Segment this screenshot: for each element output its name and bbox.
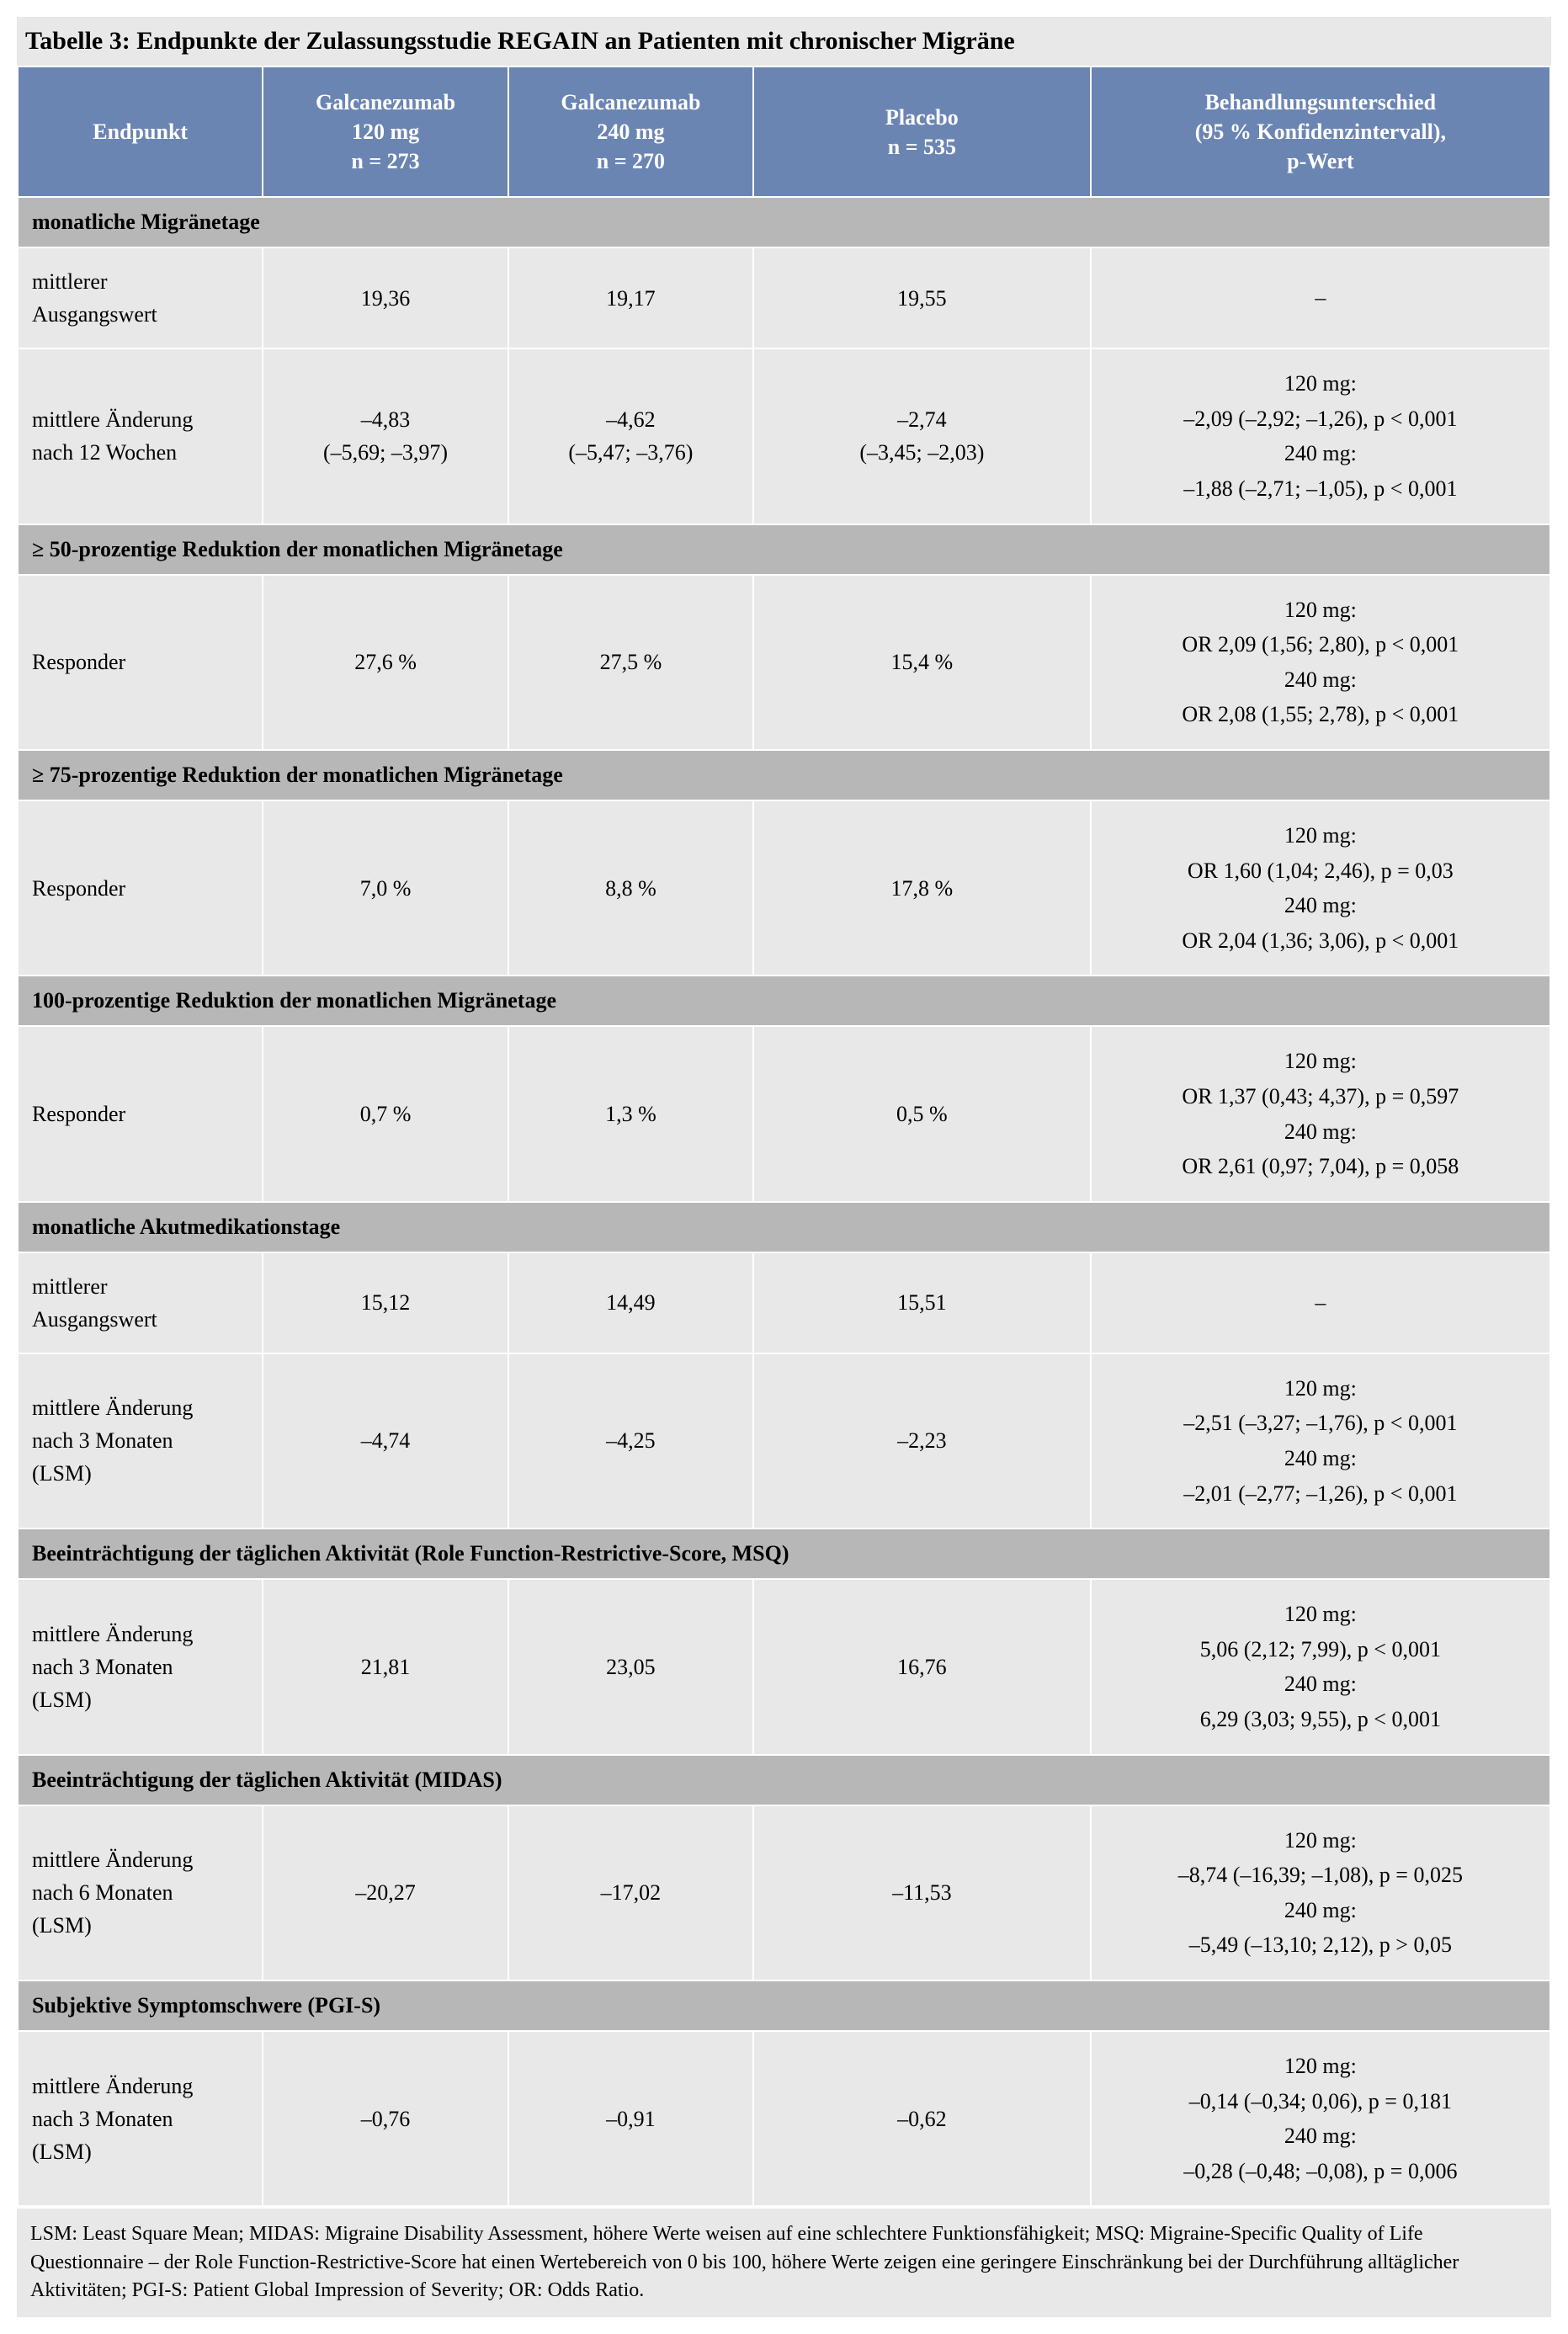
cell-gal240: 1,3 % bbox=[508, 1026, 753, 1201]
cell-gal240: –4,25 bbox=[508, 1353, 753, 1529]
section-header-row: 100-prozentige Reduktion der monatlichen… bbox=[18, 976, 1550, 1026]
row-label: mittlere Änderung nach 3 Monaten (LSM) bbox=[18, 1353, 263, 1529]
section-header-row: monatliche Migränetage bbox=[18, 197, 1550, 247]
section-header-cell: monatliche Akutmedikationstage bbox=[18, 1202, 1550, 1252]
row-label: Responder bbox=[18, 575, 263, 750]
cell-placebo: 16,76 bbox=[753, 1579, 1091, 1754]
table-row: Responder0,7 %1,3 %0,5 %120 mg: OR 1,37 … bbox=[18, 1026, 1550, 1201]
cell-diff: 120 mg: OR 1,37 (0,43; 4,37), p = 0,597 … bbox=[1091, 1026, 1550, 1201]
row-label: mittlere Änderung nach 3 Monaten (LSM) bbox=[18, 1579, 263, 1754]
cell-diff: – bbox=[1091, 1252, 1550, 1353]
cell-placebo: 17,8 % bbox=[753, 800, 1091, 976]
cell-diff: 120 mg: –8,74 (–16,39; –1,08), p = 0,025… bbox=[1091, 1805, 1550, 1980]
cell-gal120: 7,0 % bbox=[263, 800, 508, 976]
cell-diff: – bbox=[1091, 247, 1550, 348]
section-header-row: Beeinträchtigung der täglichen Aktivität… bbox=[18, 1529, 1550, 1579]
header-gal120: Galcanezumab 120 mg n = 273 bbox=[263, 66, 508, 197]
cell-gal120: 19,36 bbox=[263, 247, 508, 348]
cell-placebo: 15,51 bbox=[753, 1252, 1091, 1353]
table-row: mittlere Änderung nach 3 Monaten (LSM)–4… bbox=[18, 1353, 1550, 1529]
cell-placebo: –11,53 bbox=[753, 1805, 1091, 1980]
section-header-cell: 100-prozentige Reduktion der monatlichen… bbox=[18, 976, 1550, 1026]
cell-gal240: 14,49 bbox=[508, 1252, 753, 1353]
cell-placebo: –2,23 bbox=[753, 1353, 1091, 1529]
table-row: mittlerer Ausgangswert19,3619,1719,55– bbox=[18, 247, 1550, 348]
cell-diff: 120 mg: –2,09 (–2,92; –1,26), p < 0,001 … bbox=[1091, 348, 1550, 524]
table-row: mittlere Änderung nach 3 Monaten (LSM)–0… bbox=[18, 2031, 1550, 2206]
cell-diff: 120 mg: 5,06 (2,12; 7,99), p < 0,001 240… bbox=[1091, 1579, 1550, 1754]
cell-gal120: 0,7 % bbox=[263, 1026, 508, 1201]
cell-gal120: 15,12 bbox=[263, 1252, 508, 1353]
section-header-row: Subjektive Symptomschwere (PGI-S) bbox=[18, 1980, 1550, 2031]
cell-diff: 120 mg: –0,14 (–0,34; 0,06), p = 0,181 2… bbox=[1091, 2031, 1550, 2206]
table-body: monatliche Migränetagemittlerer Ausgangs… bbox=[18, 197, 1550, 2206]
section-header-cell: Subjektive Symptomschwere (PGI-S) bbox=[18, 1980, 1550, 2031]
cell-placebo: –2,74 (–3,45; –2,03) bbox=[753, 348, 1091, 524]
cell-gal120: 27,6 % bbox=[263, 575, 508, 750]
header-row: Endpunkt Galcanezumab 120 mg n = 273 Gal… bbox=[18, 66, 1550, 197]
header-placebo: Placebo n = 535 bbox=[753, 66, 1091, 197]
cell-gal240: 19,17 bbox=[508, 247, 753, 348]
section-header-row: ≥ 75-prozentige Reduktion der monatliche… bbox=[18, 750, 1550, 800]
section-header-cell: ≥ 50-prozentige Reduktion der monatliche… bbox=[18, 524, 1550, 575]
header-endpoint: Endpunkt bbox=[18, 66, 263, 197]
header-gal240: Galcanezumab 240 mg n = 270 bbox=[508, 66, 753, 197]
cell-diff: 120 mg: –2,51 (–3,27; –1,76), p < 0,001 … bbox=[1091, 1353, 1550, 1529]
row-label: mittlere Änderung nach 3 Monaten (LSM) bbox=[18, 2031, 263, 2206]
row-label: Responder bbox=[18, 1026, 263, 1201]
row-label: mittlerer Ausgangswert bbox=[18, 1252, 263, 1353]
cell-placebo: 0,5 % bbox=[753, 1026, 1091, 1201]
section-header-cell: Beeinträchtigung der täglichen Aktivität… bbox=[18, 1755, 1550, 1805]
table-row: mittlerer Ausgangswert15,1214,4915,51– bbox=[18, 1252, 1550, 1353]
section-header-row: ≥ 50-prozentige Reduktion der monatliche… bbox=[18, 524, 1550, 575]
header-diff: Behandlungsunterschied (95 % Konfidenzin… bbox=[1091, 66, 1550, 197]
table-container: Tabelle 3: Endpunkte der Zulassungsstudi… bbox=[17, 17, 1551, 2317]
cell-placebo: 19,55 bbox=[753, 247, 1091, 348]
section-header-cell: ≥ 75-prozentige Reduktion der monatliche… bbox=[18, 750, 1550, 800]
table-row: Responder7,0 %8,8 %17,8 %120 mg: OR 1,60… bbox=[18, 800, 1550, 976]
cell-gal120: –20,27 bbox=[263, 1805, 508, 1980]
cell-gal240: –4,62 (–5,47; –3,76) bbox=[508, 348, 753, 524]
table-footnote: LSM: Least Square Mean; MIDAS: Migraine … bbox=[17, 2207, 1551, 2317]
table-row: mittlere Änderung nach 12 Wochen–4,83 (–… bbox=[18, 348, 1550, 524]
cell-gal240: –17,02 bbox=[508, 1805, 753, 1980]
cell-gal240: 27,5 % bbox=[508, 575, 753, 750]
row-label: mittlere Änderung nach 12 Wochen bbox=[18, 348, 263, 524]
cell-gal120: 21,81 bbox=[263, 1579, 508, 1754]
table-row: mittlere Änderung nach 6 Monaten (LSM)–2… bbox=[18, 1805, 1550, 1980]
cell-gal240: –0,91 bbox=[508, 2031, 753, 2206]
cell-gal240: 23,05 bbox=[508, 1579, 753, 1754]
section-header-row: monatliche Akutmedikationstage bbox=[18, 1202, 1550, 1252]
cell-gal120: –0,76 bbox=[263, 2031, 508, 2206]
table-row: Responder27,6 %27,5 %15,4 %120 mg: OR 2,… bbox=[18, 575, 1550, 750]
cell-placebo: –0,62 bbox=[753, 2031, 1091, 2206]
section-header-row: Beeinträchtigung der täglichen Aktivität… bbox=[18, 1755, 1550, 1805]
row-label: mittlere Änderung nach 6 Monaten (LSM) bbox=[18, 1805, 263, 1980]
row-label: mittlerer Ausgangswert bbox=[18, 247, 263, 348]
table-title: Tabelle 3: Endpunkte der Zulassungsstudi… bbox=[17, 17, 1551, 66]
cell-placebo: 15,4 % bbox=[753, 575, 1091, 750]
cell-gal120: –4,83 (–5,69; –3,97) bbox=[263, 348, 508, 524]
table-row: mittlere Änderung nach 3 Monaten (LSM)21… bbox=[18, 1579, 1550, 1754]
row-label: Responder bbox=[18, 800, 263, 976]
cell-diff: 120 mg: OR 2,09 (1,56; 2,80), p < 0,001 … bbox=[1091, 575, 1550, 750]
cell-diff: 120 mg: OR 1,60 (1,04; 2,46), p = 0,03 2… bbox=[1091, 800, 1550, 976]
section-header-cell: monatliche Migränetage bbox=[18, 197, 1550, 247]
cell-gal120: –4,74 bbox=[263, 1353, 508, 1529]
section-header-cell: Beeinträchtigung der täglichen Aktivität… bbox=[18, 1529, 1550, 1579]
clinical-table: Endpunkt Galcanezumab 120 mg n = 273 Gal… bbox=[17, 66, 1551, 2207]
cell-gal240: 8,8 % bbox=[508, 800, 753, 976]
